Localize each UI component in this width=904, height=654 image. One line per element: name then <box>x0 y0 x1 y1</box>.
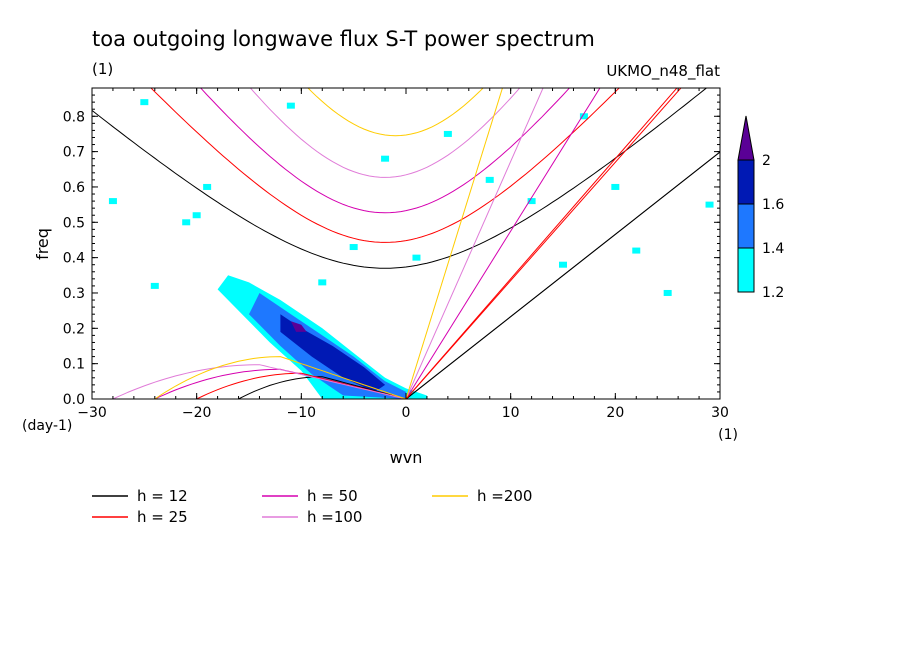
contour-speck <box>203 183 212 190</box>
x-tick-label: 30 <box>711 405 729 421</box>
dispersion-curve-ig_n1 <box>307 88 484 137</box>
y-tick-label: 0.4 <box>63 251 85 267</box>
dispersion-curve-kelvin <box>405 88 601 399</box>
x-axis: −30 −20 −10 0 10 20 30 <box>77 88 729 421</box>
contour-speck <box>527 198 536 205</box>
dispersion-curve-er <box>92 356 407 399</box>
x-unit-label: (1) <box>718 427 738 443</box>
y-unit-label: (day-1) <box>22 418 72 434</box>
contour-speck <box>412 254 421 261</box>
x-tick-label: 0 <box>402 405 411 421</box>
dispersion-curve-kelvin2 <box>405 88 678 399</box>
legend: h = 12 h = 25 h = 50 h =100 h =200 <box>92 487 532 526</box>
contour-speck <box>150 282 159 289</box>
contour-speck <box>192 212 201 219</box>
contour-region-2 <box>290 321 307 332</box>
y-tick-label: 0.8 <box>63 109 85 125</box>
contour-speck <box>318 279 327 286</box>
colorbar-segment <box>737 159 755 205</box>
x-tick-label: −10 <box>287 405 317 421</box>
dispersion-curve-ig_n1 <box>200 88 571 214</box>
contour-fills <box>108 99 714 399</box>
y-tick-label: 0.1 <box>63 357 85 373</box>
contour-speck <box>182 219 191 226</box>
y-tick-label: 0.5 <box>63 215 85 231</box>
y-axis-label: freq <box>33 228 52 260</box>
y-tick-label: 0.2 <box>63 321 85 337</box>
contour-speck <box>140 99 149 106</box>
contour-speck <box>632 247 641 254</box>
y-tick-label: 0.3 <box>63 286 85 302</box>
x-tick-label: 20 <box>606 405 624 421</box>
contour-speck <box>286 102 295 109</box>
contour-speck <box>611 183 620 190</box>
contour-speck <box>663 289 672 296</box>
contour-speck <box>349 244 358 251</box>
contour-speck <box>579 113 588 120</box>
legend-label: h = 25 <box>137 508 188 526</box>
x-axis-label: wvn <box>390 448 423 467</box>
dispersion-curves <box>92 88 720 399</box>
contour-speck <box>108 198 117 205</box>
dispersion-curve-ig_n1 <box>249 88 521 178</box>
dispersion-curve-kelvin <box>405 88 682 399</box>
colorbar: 1.2 1.4 1.6 2 <box>737 115 784 301</box>
y-tick-label: 0.7 <box>63 145 85 161</box>
colorbar-segment <box>737 203 755 249</box>
contour-region-1.6 <box>280 314 386 392</box>
legend-label: h =200 <box>477 487 532 505</box>
dispersion-curve-kelvin <box>405 88 503 399</box>
colorbar-label: 1.4 <box>762 241 784 257</box>
contour-speck <box>705 201 714 208</box>
dispersion-curve-er <box>92 376 407 399</box>
x-tick-label: −30 <box>77 405 107 421</box>
contour-speck <box>443 130 452 137</box>
contour-speck <box>485 176 494 183</box>
y-axis: 0.0 0.1 0.2 0.3 0.4 0.5 0.6 0.7 0.8 <box>63 94 720 408</box>
colorbar-label: 2 <box>762 153 771 169</box>
colorbar-segment <box>737 247 755 293</box>
y-tick-label: 0.6 <box>63 180 85 196</box>
dispersion-curve-ig_n1 <box>92 88 708 269</box>
legend-label: h = 50 <box>307 487 358 505</box>
colorbar-label: 1.2 <box>762 285 784 301</box>
legend-label: h = 12 <box>137 487 188 505</box>
contour-speck <box>381 155 390 162</box>
dispersion-curve-er <box>92 364 407 399</box>
legend-label: h =100 <box>307 508 362 526</box>
colorbar-extend-triangle <box>737 115 755 161</box>
dispersion-curve-kelvin2 <box>405 151 720 399</box>
contour-speck <box>559 261 567 268</box>
colorbar-label: 1.6 <box>762 197 784 213</box>
dispersion-curve-kelvin <box>405 88 544 399</box>
x-tick-label: −20 <box>182 405 212 421</box>
x-tick-label: 10 <box>502 405 520 421</box>
chart-subtitle-left: (1) <box>92 60 113 78</box>
y-tick-label: 0.0 <box>63 392 85 408</box>
chart-title: toa outgoing longwave flux S-T power spe… <box>92 27 595 51</box>
chart-subtitle-right: UKMO_n48_flat <box>606 62 720 81</box>
